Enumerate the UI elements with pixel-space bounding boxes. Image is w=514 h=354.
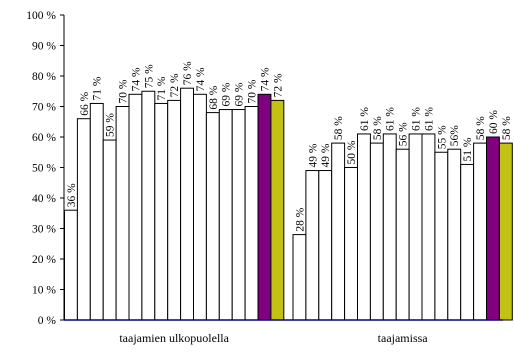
data-label: 36 % bbox=[66, 183, 78, 207]
bar bbox=[344, 167, 359, 321]
data-label: 61 % bbox=[385, 107, 397, 131]
y-tick-label: 30 % bbox=[32, 224, 56, 236]
y-tick-label: 0 % bbox=[38, 315, 57, 327]
data-label: 61 % bbox=[411, 107, 423, 131]
data-label: 75 % bbox=[143, 64, 155, 88]
bar bbox=[115, 106, 130, 321]
data-label: 71 % bbox=[92, 76, 104, 100]
y-tick-label: 10 % bbox=[32, 285, 56, 297]
bar bbox=[460, 163, 475, 321]
y-tick-label: 40 % bbox=[32, 193, 56, 205]
y-tick-label: 90 % bbox=[32, 41, 56, 53]
x-axis: taajamien ulkopuolella taajamissa bbox=[64, 319, 503, 345]
bar bbox=[369, 142, 384, 321]
bar bbox=[257, 93, 272, 321]
group-label: taajamien ulkopuolella bbox=[119, 331, 229, 345]
data-label: 74 % bbox=[195, 67, 207, 91]
bar bbox=[447, 148, 462, 321]
bar bbox=[218, 109, 233, 321]
data-label: 60 % bbox=[488, 110, 500, 134]
data-label: 49 % bbox=[320, 143, 332, 167]
data-label: 69 % bbox=[234, 82, 246, 106]
data-label: 66 % bbox=[79, 91, 91, 115]
bar bbox=[292, 234, 307, 321]
data-label: 58 % bbox=[372, 116, 384, 140]
y-axis: 0 % 10 % 20 % 30 % 40 % 50 % 60 % 70 % 80 % 90 % 1… bbox=[26, 10, 65, 327]
data-label: 70 % bbox=[247, 79, 259, 103]
bar bbox=[270, 99, 285, 321]
y-tick-label: 50 % bbox=[32, 163, 56, 175]
data-label: 58 % bbox=[333, 116, 345, 140]
data-label: 55 % bbox=[436, 125, 448, 149]
bar bbox=[64, 209, 78, 321]
bar bbox=[395, 148, 410, 321]
data-label: 71 % bbox=[156, 76, 168, 100]
bar bbox=[382, 133, 397, 321]
bar bbox=[231, 109, 246, 321]
y-tick-label: 60 % bbox=[32, 132, 56, 144]
bar bbox=[205, 112, 220, 321]
y-tick-label: 70 % bbox=[32, 102, 56, 114]
bar bbox=[154, 102, 169, 321]
data-label: 72 % bbox=[272, 73, 284, 97]
data-label: 74 % bbox=[130, 67, 142, 91]
bar bbox=[408, 133, 423, 321]
bar bbox=[473, 142, 488, 321]
data-label: 58 % bbox=[475, 116, 487, 140]
data-label: 61 % bbox=[423, 107, 435, 131]
bar bbox=[193, 93, 207, 321]
bar bbox=[244, 106, 259, 321]
y-tick-label: 20 % bbox=[32, 254, 56, 266]
bar bbox=[76, 118, 91, 321]
bar bbox=[128, 93, 143, 321]
data-label: 68 % bbox=[208, 85, 220, 109]
bar bbox=[102, 139, 117, 321]
bar bbox=[498, 142, 513, 321]
data-label: 59 % bbox=[105, 113, 117, 137]
group-label: taajamissa bbox=[378, 331, 429, 345]
bar bbox=[305, 170, 320, 321]
bar bbox=[421, 133, 436, 321]
y-tick-label: 80 % bbox=[32, 71, 56, 83]
bar bbox=[167, 99, 182, 321]
bar bbox=[141, 90, 156, 321]
data-label: 56 % bbox=[398, 122, 410, 146]
data-label: 58 % bbox=[501, 116, 513, 140]
data-labels: 36 %66 %71 %59 %70 %74 % 75 %71 % 72 %76 %… bbox=[66, 61, 513, 232]
bar bbox=[89, 102, 104, 321]
bar bbox=[486, 136, 500, 321]
bar bbox=[331, 142, 346, 321]
data-label: 61 % bbox=[359, 107, 371, 131]
data-label: 74 % bbox=[259, 67, 271, 91]
data-label: 50 % bbox=[346, 140, 358, 164]
data-label: 69 % bbox=[221, 82, 233, 106]
data-label: 70 % bbox=[118, 79, 130, 103]
data-label: 28 % bbox=[294, 207, 306, 231]
bars bbox=[64, 87, 513, 321]
bar bbox=[434, 151, 449, 321]
y-tick-label: 100 % bbox=[26, 10, 56, 22]
bar bbox=[180, 87, 195, 321]
data-label: 49 % bbox=[307, 143, 319, 167]
data-label: 56% bbox=[449, 125, 461, 147]
data-label: 76 % bbox=[182, 61, 194, 85]
bar bbox=[357, 133, 371, 321]
data-label: 51 % bbox=[462, 137, 474, 161]
data-label: 72 % bbox=[169, 73, 181, 97]
bar bbox=[318, 170, 333, 321]
